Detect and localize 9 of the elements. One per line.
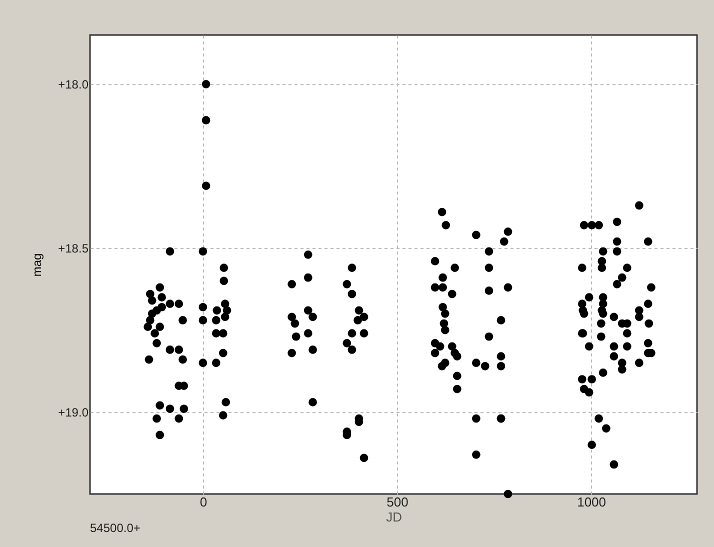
x-axis-title: JD [386, 510, 402, 524]
y-axis-title: mag [30, 253, 44, 277]
y-tick-label: +19.0 [58, 406, 89, 420]
x-tick-label: 500 [386, 494, 408, 510]
y-tick-label: +18.0 [58, 78, 89, 92]
text: 54500.0+ [90, 521, 140, 535]
x-tick-label: 1000 [577, 494, 606, 510]
y-tick-label: +18.5 [58, 242, 89, 256]
x-tick-label: 0 [200, 494, 208, 510]
